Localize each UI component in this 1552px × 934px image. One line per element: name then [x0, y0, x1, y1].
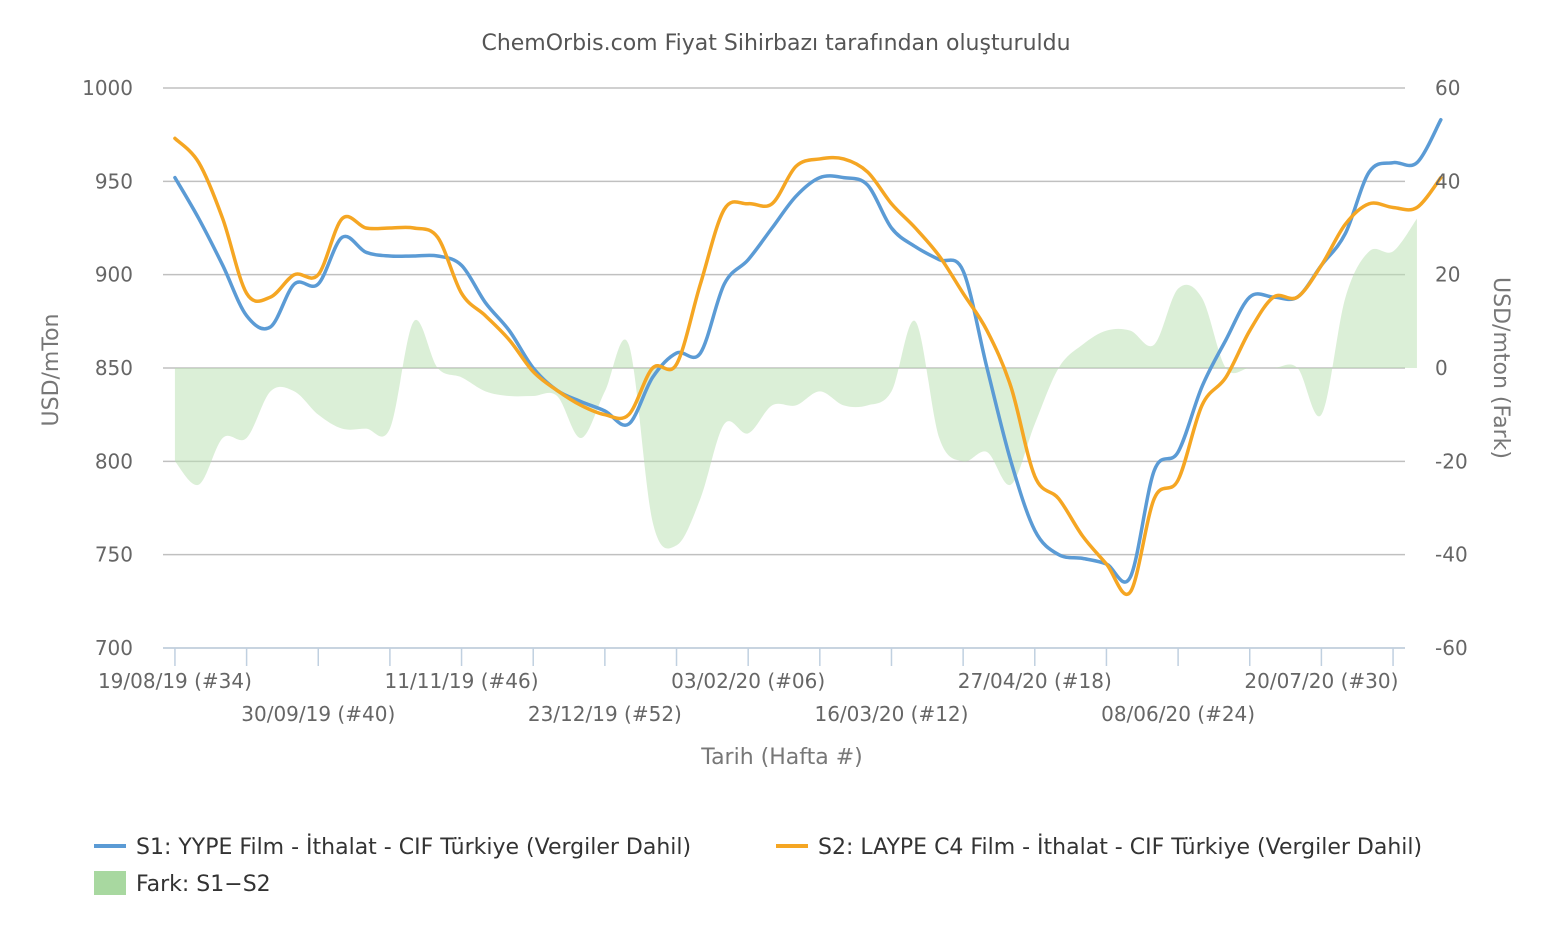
y-tick-label: 950 — [95, 169, 133, 193]
series-lines — [173, 117, 1443, 597]
y-tick-label: 700 — [95, 636, 133, 660]
y2-tick-label: 20 — [1435, 263, 1460, 287]
legend-label-s1: S1: YYPE Film - İthalat - CIF Türkiye (V… — [136, 834, 691, 860]
x-axis-title: Tarih (Hafta #) — [700, 745, 862, 770]
difference-area-fill — [174, 218, 1417, 549]
y2-axis-title: USD/mton (Fark) — [1488, 277, 1513, 459]
y2-tick-label: 40 — [1435, 169, 1460, 193]
x-tick-label: 27/04/20 (#18) — [958, 669, 1112, 693]
chart-title: ChemOrbis.com Fiyat Sihirbazı tarafından… — [481, 31, 1070, 56]
y-tick-label: 800 — [95, 449, 133, 473]
legend-label-fark: Fark: S1−S2 — [136, 872, 271, 897]
legend-swatch-fark — [94, 871, 126, 895]
axes: 1000 60 950 40 900 20 850 0 800 -20 750 -40 700 -60 19… — [82, 76, 1468, 726]
legend: S1: YYPE Film - İthalat - CIF Türkiye (V… — [94, 834, 1422, 897]
difference-area — [174, 218, 1417, 549]
series-line-s1 — [173, 117, 1443, 584]
y2-tick-label: 0 — [1435, 356, 1448, 380]
x-tick-label: 03/02/20 (#06) — [671, 669, 825, 693]
y-tick-label: 750 — [95, 543, 133, 567]
y-tick-label: 1000 — [82, 76, 133, 100]
x-tick-label: 11/11/19 (#46) — [385, 669, 539, 693]
x-tick-label: 23/12/19 (#52) — [528, 702, 682, 726]
series-line-s2 — [173, 136, 1443, 597]
y2-tick-label: 60 — [1435, 76, 1460, 100]
y-axis-title: USD/mTon — [39, 314, 64, 427]
y2-tick-label: -60 — [1435, 636, 1468, 660]
x-tick-label: 20/07/20 (#30) — [1244, 669, 1398, 693]
y2-tick-label: -40 — [1435, 543, 1468, 567]
x-tick-label: 08/06/20 (#24) — [1101, 702, 1255, 726]
legend-label-s2: S2: LAYPE C4 Film - İthalat - CIF Türkiy… — [818, 834, 1422, 860]
x-tick-label: 19/08/19 (#34) — [98, 669, 252, 693]
y2-tick-label: -20 — [1435, 449, 1468, 473]
x-tick-label: 16/03/20 (#12) — [814, 702, 968, 726]
y-tick-label: 850 — [95, 356, 133, 380]
y-tick-label: 900 — [95, 263, 133, 287]
x-tick-label: 30/09/19 (#40) — [241, 702, 395, 726]
